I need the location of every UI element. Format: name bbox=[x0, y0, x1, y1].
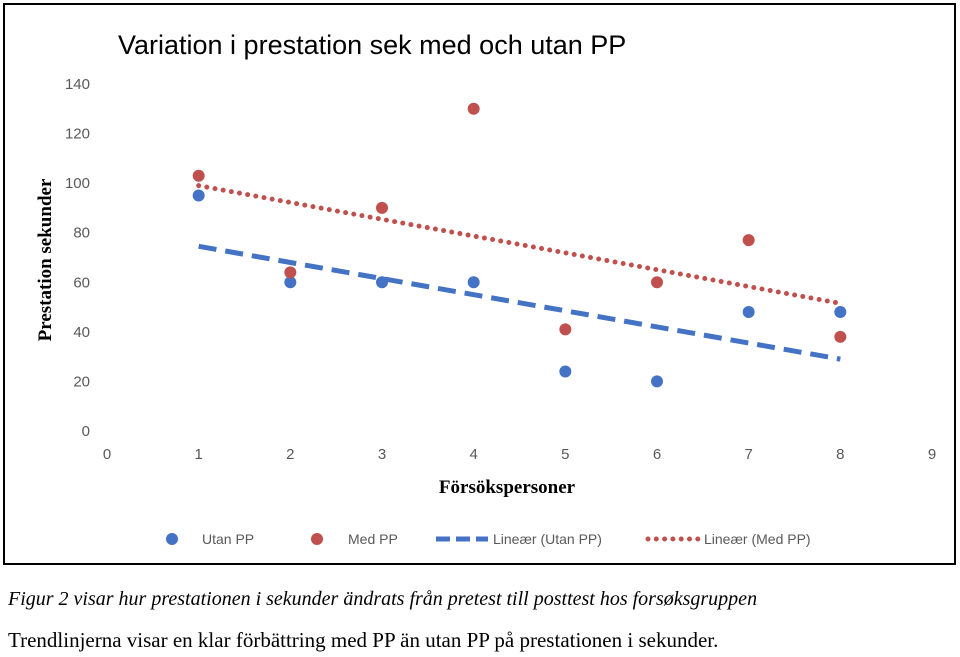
y-tick-label: 40 bbox=[73, 324, 90, 341]
point-utan-pp bbox=[651, 375, 663, 388]
x-tick-label: 9 bbox=[928, 446, 936, 463]
point-med-pp bbox=[284, 266, 297, 279]
x-tick-label: 0 bbox=[103, 446, 111, 463]
legend-label-linear-med-pp: Lineær (Med PP) bbox=[704, 531, 811, 547]
legend-label-utan-pp: Utan PP bbox=[202, 531, 254, 547]
x-tick-label: 6 bbox=[653, 446, 661, 463]
y-tick-label: 0 bbox=[82, 423, 90, 440]
point-utan-pp bbox=[284, 276, 297, 289]
point-utan-pp bbox=[742, 306, 755, 319]
y-tick-label: 100 bbox=[65, 175, 90, 192]
chart-title: Variation i prestation sek med och utan … bbox=[118, 30, 626, 60]
legend-item-med-pp: Med PP bbox=[311, 531, 398, 547]
point-utan-pp bbox=[376, 276, 388, 289]
x-tick-label: 2 bbox=[286, 446, 294, 463]
point-med-pp bbox=[192, 169, 205, 182]
point-utan-pp bbox=[192, 189, 205, 202]
point-utan-pp bbox=[559, 365, 572, 378]
legend-label-linear-utan-pp: Lineær (Utan PP) bbox=[493, 531, 602, 547]
y-tick-labels: 0 20 40 60 80 100 120 140 bbox=[65, 76, 90, 440]
figure-caption: Figur 2 visar hur prestationen i sekunde… bbox=[8, 588, 758, 610]
legend-label-med-pp: Med PP bbox=[348, 531, 398, 547]
point-med-pp bbox=[376, 201, 388, 214]
trendline-linear-med-pp bbox=[196, 183, 843, 306]
legend: Utan PP Med PP Lineær (Utan PP) Lineær (… bbox=[166, 531, 811, 547]
figure-caption-trend: Trendlinjerna visar en klar förbättring … bbox=[8, 628, 719, 652]
chart-frame: Variation i prestation sek med och utan … bbox=[3, 3, 956, 565]
y-tick-label: 80 bbox=[73, 225, 90, 242]
point-utan-pp bbox=[467, 276, 480, 289]
x-tick-label: 8 bbox=[836, 446, 844, 463]
scatter-chart: Variation i prestation sek med och utan … bbox=[35, 30, 936, 547]
x-tick-label: 7 bbox=[744, 446, 752, 463]
data-points bbox=[192, 102, 847, 388]
x-tick-label: 4 bbox=[469, 446, 477, 463]
point-med-pp bbox=[834, 330, 847, 343]
legend-item-utan-pp: Utan PP bbox=[166, 531, 254, 547]
trendline-linear-utan-pp bbox=[198, 243, 841, 362]
point-med-pp bbox=[742, 234, 755, 247]
legend-item-linear-utan-pp: Lineær (Utan PP) bbox=[436, 531, 602, 547]
point-med-pp bbox=[467, 102, 480, 115]
legend-item-linear-med-pp: Lineær (Med PP) bbox=[645, 531, 811, 547]
legend-marker-med-pp bbox=[311, 533, 323, 545]
y-tick-label: 140 bbox=[65, 76, 90, 93]
trendlines bbox=[196, 183, 843, 362]
y-tick-label: 60 bbox=[73, 274, 90, 291]
x-tick-label: 3 bbox=[378, 446, 386, 463]
point-utan-pp bbox=[834, 306, 847, 319]
y-tick-label: 120 bbox=[65, 126, 90, 143]
x-tick-labels: 0 1 2 3 4 5 6 7 8 9 bbox=[103, 446, 936, 463]
x-tick-label: 5 bbox=[561, 446, 569, 463]
y-tick-label: 20 bbox=[73, 373, 90, 390]
point-med-pp bbox=[559, 323, 572, 336]
x-tick-label: 1 bbox=[194, 446, 202, 463]
point-med-pp bbox=[651, 276, 663, 289]
legend-marker-utan-pp bbox=[166, 533, 178, 545]
x-axis-label: Försökspersoner bbox=[439, 477, 576, 498]
y-axis-label: Prestation sekunder bbox=[35, 178, 56, 341]
